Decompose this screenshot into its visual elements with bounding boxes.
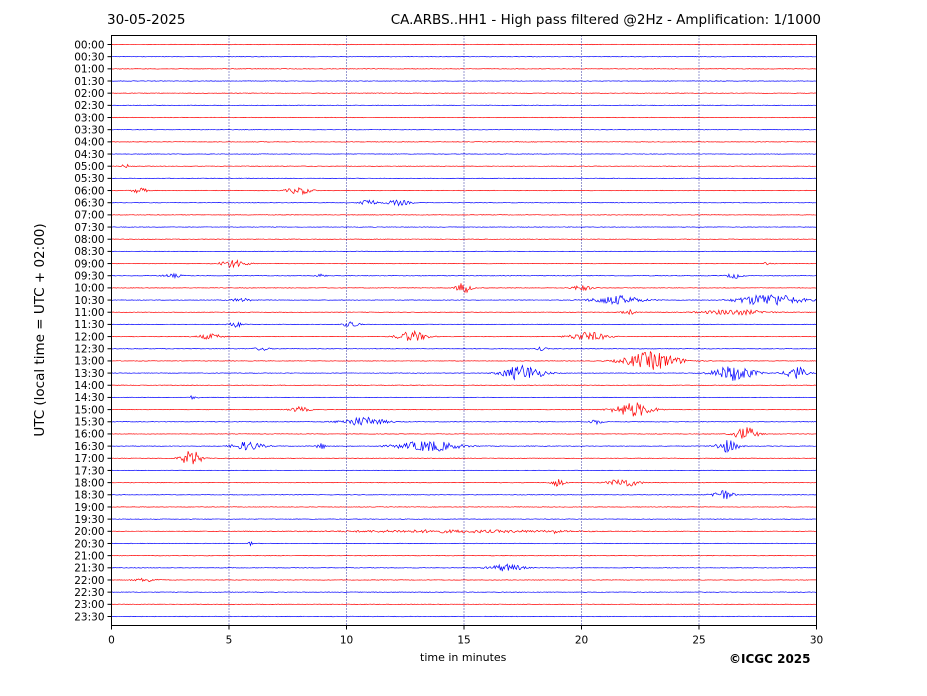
x-tick-label: 20 — [575, 635, 588, 647]
trace-1700 — [111, 451, 817, 465]
trace-2230 — [111, 591, 817, 593]
y-tick-label: 02:00 — [74, 88, 104, 100]
y-tick-label: 15:00 — [74, 404, 104, 416]
trace-1530 — [111, 416, 817, 426]
y-tick-label: 14:30 — [74, 392, 104, 404]
trace-0730 — [111, 226, 817, 228]
trace-2000 — [111, 528, 817, 535]
trace-0530 — [111, 177, 817, 180]
y-tick-label: 04:30 — [74, 149, 104, 161]
trace-2200 — [111, 577, 817, 582]
y-axis: 00:0000:3001:0001:3002:0002:3003:0003:30… — [74, 39, 112, 623]
trace-1400 — [111, 384, 817, 386]
trace-1430 — [111, 395, 817, 400]
y-tick-label: 06:00 — [74, 185, 104, 197]
y-tick-label: 14:00 — [74, 380, 104, 392]
trace-0630 — [111, 199, 817, 207]
trace-0330 — [111, 129, 817, 131]
y-tick-label: 00:00 — [74, 39, 104, 51]
trace-0700 — [111, 214, 817, 216]
x-axis: 0 5 10 15 20 25 30 — [108, 625, 823, 647]
copyright-notice: ©ICGC 2025 — [729, 652, 811, 666]
y-tick-label: 16:30 — [74, 441, 104, 453]
y-tick-label: 18:30 — [74, 490, 104, 502]
y-tick-label: 09:30 — [74, 271, 104, 283]
y-tick-label: 17:00 — [74, 453, 104, 465]
x-tick-label: 25 — [692, 635, 705, 647]
y-tick-label: 18:00 — [74, 477, 104, 489]
y-tick-label: 02:30 — [74, 100, 104, 112]
y-tick-label: 11:00 — [74, 307, 104, 319]
x-tick-label: 0 — [108, 635, 115, 647]
y-tick-label: 07:30 — [74, 222, 104, 234]
y-tick-label: 23:30 — [74, 611, 104, 623]
y-axis-label: UTC (local time = UTC + 02:00) — [32, 223, 48, 437]
trace-1300 — [111, 350, 817, 370]
plot-date: 30-05-2025 — [107, 12, 186, 28]
x-tick-label: 10 — [340, 635, 353, 647]
x-tick-label: 5 — [226, 635, 233, 647]
y-tick-label: 11:30 — [74, 319, 104, 331]
plot-title: CA.ARBS..HH1 - High pass filtered @2Hz -… — [390, 12, 821, 28]
y-tick-label: 03:30 — [74, 124, 104, 136]
y-tick-label: 05:30 — [74, 173, 104, 185]
trace-0430 — [111, 153, 817, 155]
y-tick-label: 21:30 — [74, 563, 104, 575]
vertical-grid — [228, 35, 700, 626]
y-tick-label: 08:30 — [74, 246, 104, 258]
y-tick-label: 12:00 — [74, 331, 104, 343]
trace-1230 — [111, 346, 817, 351]
y-tick-label: 16:00 — [74, 429, 104, 441]
trace-1500 — [111, 401, 817, 417]
trace-2330 — [111, 615, 817, 618]
y-tick-label: 07:00 — [74, 210, 104, 222]
y-tick-label: 20:30 — [74, 538, 104, 550]
trace-0600 — [111, 186, 817, 196]
y-tick-label: 12:30 — [74, 344, 104, 356]
y-tick-label: 09:00 — [74, 258, 104, 270]
trace-2300 — [111, 603, 817, 605]
trace-2130 — [111, 563, 817, 572]
trace-0500 — [111, 163, 817, 168]
y-tick-label: 05:00 — [74, 161, 104, 173]
y-tick-label: 17:30 — [74, 465, 104, 477]
trace-1330 — [111, 364, 817, 381]
y-tick-label: 00:30 — [74, 51, 104, 63]
y-tick-label: 08:00 — [74, 234, 104, 246]
x-tick-label: 30 — [810, 635, 823, 647]
y-tick-label: 10:00 — [74, 283, 104, 295]
y-tick-label: 13:30 — [74, 368, 104, 380]
y-tick-label: 03:00 — [74, 112, 104, 124]
y-tick-label: 15:30 — [74, 417, 104, 429]
y-tick-label: 01:30 — [74, 76, 104, 88]
y-tick-label: 22:00 — [74, 575, 104, 587]
y-tick-label: 19:30 — [74, 514, 104, 526]
x-tick-label: 15 — [457, 635, 470, 647]
y-tick-label: 06:30 — [74, 198, 104, 210]
y-tick-label: 13:00 — [74, 356, 104, 368]
y-tick-label: 01:00 — [74, 64, 104, 76]
y-tick-label: 22:30 — [74, 587, 104, 599]
trace-2100 — [111, 555, 817, 557]
y-tick-label: 20:00 — [74, 526, 104, 538]
y-tick-label: 10:30 — [74, 295, 104, 307]
y-tick-label: 23:00 — [74, 599, 104, 611]
trace-0800 — [111, 238, 817, 240]
y-tick-label: 04:00 — [74, 137, 104, 149]
y-tick-label: 19:00 — [74, 502, 104, 514]
trace-0400 — [111, 141, 817, 143]
y-tick-label: 21:00 — [74, 550, 104, 562]
x-axis-label: time in minutes — [420, 651, 507, 664]
trace-1600 — [111, 427, 817, 439]
trace-1130 — [111, 321, 817, 329]
